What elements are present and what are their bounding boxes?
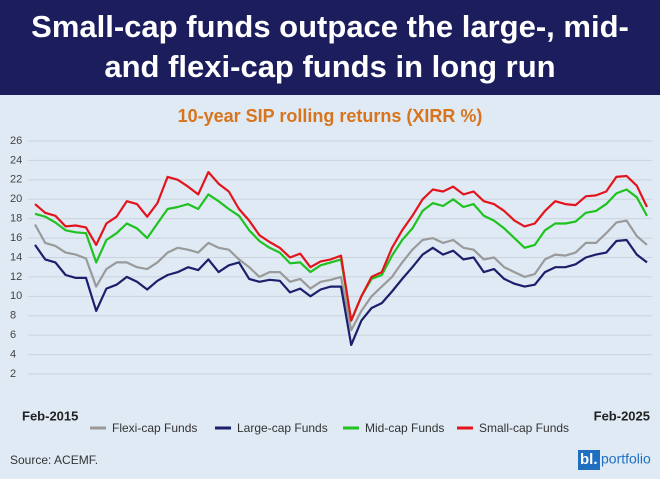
y-tick-label: 20 xyxy=(10,193,22,205)
y-tick-label: 24 xyxy=(10,154,22,166)
y-tick-label: 6 xyxy=(10,329,16,341)
x-tick-label: Feb-2015 xyxy=(22,408,78,423)
series-line xyxy=(34,219,648,332)
logo-mark: bl. xyxy=(580,451,598,468)
logo-text: portfolio xyxy=(601,451,651,467)
x-tick-label: Feb-2025 xyxy=(594,408,650,423)
y-tick-label: 4 xyxy=(10,348,16,360)
y-tick-label: 18 xyxy=(10,213,22,225)
y-tick-label: 22 xyxy=(10,174,22,186)
chart-title: Small-cap funds outpace the large-, mid-… xyxy=(31,9,629,84)
legend-label: Large-cap Funds xyxy=(237,421,328,435)
y-tick-label: 2 xyxy=(10,368,16,380)
series-line xyxy=(34,238,648,346)
chart-subtitle: 10-year SIP rolling returns (XIRR %) xyxy=(178,106,483,126)
legend-label: Small-cap Funds xyxy=(479,421,569,435)
y-tick-label: 26 xyxy=(10,135,22,147)
legend-label: Flexi-cap Funds xyxy=(112,421,197,435)
logo-box xyxy=(578,450,600,470)
title-banner: Small-cap funds outpace the large-, mid-… xyxy=(0,0,660,95)
y-tick-label: 14 xyxy=(10,251,22,263)
y-tick-label: 8 xyxy=(10,310,16,322)
series-line xyxy=(34,171,648,322)
source: Source: ACEMF. xyxy=(10,453,98,467)
y-tick-label: 16 xyxy=(10,232,22,244)
y-tick-label: 10 xyxy=(10,290,22,302)
legend-label: Mid-cap Funds xyxy=(365,421,444,435)
y-tick-label: 12 xyxy=(10,271,22,283)
